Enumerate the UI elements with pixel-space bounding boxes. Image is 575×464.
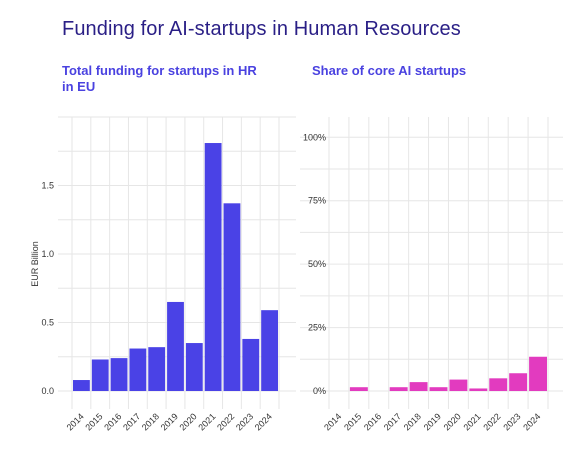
y-axis-title: EUR Billion (30, 241, 40, 287)
y-tick-label: 100% (303, 132, 326, 142)
bar-2020 (185, 343, 203, 391)
bar-2019 (429, 387, 448, 391)
x-tick-label: 2022 (215, 411, 236, 432)
y-tick-label: 75% (308, 196, 326, 206)
bar-2022 (489, 378, 508, 391)
bar-2014 (73, 380, 90, 391)
bar-2023 (242, 338, 260, 391)
y-tick-label: 0% (313, 386, 326, 396)
x-tick-label: 2024 (253, 411, 274, 432)
x-tick-label: 2018 (140, 411, 161, 432)
bar-2018 (148, 347, 166, 391)
y-tick-label: 50% (308, 259, 326, 269)
bar-2017 (129, 348, 147, 391)
bar-2021 (204, 143, 222, 391)
x-tick-label: 2019 (422, 411, 443, 432)
x-tick-label: 2014 (65, 411, 86, 432)
chart-left-title: Total funding for startups in HR in EU (62, 63, 257, 94)
bar-2024 (529, 356, 547, 391)
chart-right: 0%25%50%75%100%2014201520162017201820192… (300, 117, 563, 433)
bar-2015 (349, 387, 368, 391)
chart-right-title: Share of core AI startups (312, 63, 467, 78)
x-tick-label: 2016 (362, 411, 383, 432)
x-tick-label: 2023 (234, 411, 255, 432)
x-tick-label: 2020 (177, 411, 198, 432)
x-tick-label: 2017 (121, 411, 142, 432)
bar-2022 (223, 203, 241, 391)
x-tick-label: 2020 (442, 411, 463, 432)
x-tick-label: 2022 (481, 411, 502, 432)
x-tick-label: 2015 (342, 411, 363, 432)
y-tick-label: 0.0 (41, 386, 54, 396)
x-tick-label: 2014 (322, 411, 343, 432)
y-tick-label: 25% (308, 323, 326, 333)
y-tick-label: 0.5 (41, 318, 54, 328)
x-tick-label: 2016 (102, 411, 123, 432)
bar-2020 (449, 379, 468, 391)
page-title: Funding for AI-startups in Human Resourc… (62, 18, 461, 40)
x-tick-label: 2024 (521, 411, 542, 432)
bar-2015 (91, 359, 109, 391)
x-tick-label: 2021 (461, 411, 482, 432)
bar-2021 (469, 388, 488, 391)
x-tick-label: 2019 (159, 411, 180, 432)
y-tick-label: 1.5 (41, 181, 54, 191)
bar-2023 (509, 373, 528, 391)
bar-2016 (110, 358, 128, 391)
bar-2024 (261, 310, 278, 391)
x-tick-label: 2015 (83, 411, 104, 432)
y-tick-label: 1.0 (41, 249, 54, 259)
bar-2019 (167, 301, 184, 391)
x-tick-label: 2017 (382, 411, 403, 432)
x-tick-label: 2021 (196, 411, 217, 432)
bar-2017 (389, 387, 408, 391)
x-tick-label: 2023 (501, 411, 522, 432)
bar-2018 (409, 382, 428, 391)
x-tick-label: 2018 (402, 411, 423, 432)
